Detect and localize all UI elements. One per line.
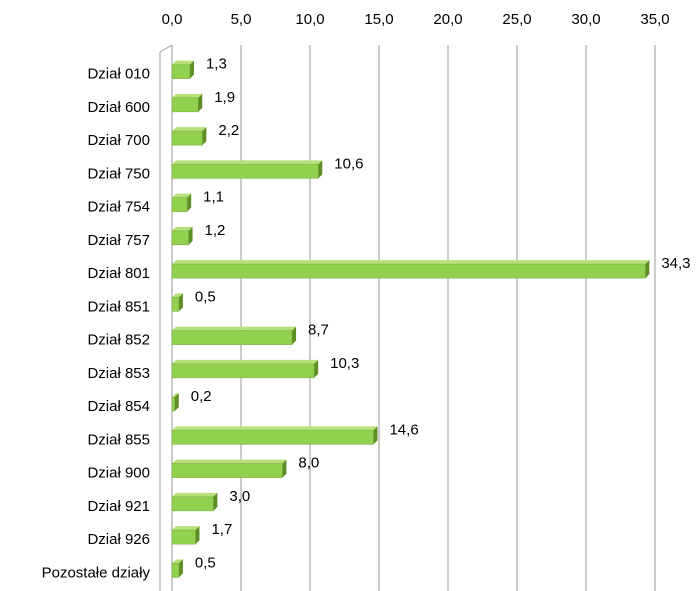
value-label: 8,7 [308,322,329,339]
x-tick-label: 35,0 [640,11,669,28]
value-label: 1,2 [205,222,226,239]
value-label: 0,2 [191,388,212,405]
y-tick-label: Dział 801 [87,265,150,282]
value-label: 2,2 [218,122,239,139]
bar-top [172,127,207,132]
bar-side [187,193,192,212]
bar-top [172,93,203,98]
bar-side [282,459,287,478]
x-tick-label: 25,0 [502,11,531,28]
value-label: 8,0 [298,455,319,472]
bar-side [188,226,193,245]
bar-side [178,559,183,578]
y-tick-label: Dział 010 [87,66,150,83]
bar-side [292,326,297,345]
bar [171,230,189,246]
bar-top [172,193,192,198]
x-tick-label: 20,0 [433,11,462,28]
bar-side [174,393,179,412]
bar-top [172,359,319,364]
axis-wall [159,44,173,53]
x-tick-label: 5,0 [231,11,252,28]
bar-side [213,492,218,511]
bar-top [172,326,297,331]
bar-top [172,293,183,298]
bar [171,297,180,312]
y-tick-label: Dział 855 [87,431,150,448]
y-tick-label: Dział 926 [87,531,150,548]
bar-side [189,60,194,79]
value-label: 1,9 [214,89,235,106]
bar-side [178,293,183,312]
x-tick-label: 10,0 [295,11,324,28]
bar [171,64,191,79]
bar [171,563,180,578]
bar [171,97,199,113]
y-tick-label: Dział 854 [87,398,150,415]
bar-side [195,526,200,545]
y-tick-label: Dział 750 [87,165,150,182]
bar-side [198,93,203,112]
bar [171,130,203,146]
bar [171,463,283,478]
y-tick-label: Dział 851 [87,298,150,315]
bar-top [172,526,200,531]
bar [171,330,293,345]
x-tick-label: 15,0 [364,11,393,28]
value-label: 10,6 [334,155,363,172]
y-tick-label: Pozostałe działy [42,564,151,581]
bar [171,430,374,445]
bar-top [172,160,323,165]
bar-side [373,426,378,445]
bar [171,363,315,379]
y-tick-label: Dział 921 [87,498,150,515]
value-label: 14,6 [389,421,418,438]
value-label: 1,1 [203,189,224,206]
value-label: 1,7 [211,521,232,538]
bar [171,164,319,179]
bar [171,496,214,512]
bar-top [172,492,218,497]
y-tick-label: Dział 754 [87,199,150,216]
bar [171,197,188,212]
bar-top [172,459,287,464]
y-tick-label: Dział 600 [87,99,150,116]
value-label: 34,3 [661,255,690,272]
bar [171,529,196,545]
value-label: 0,5 [195,554,216,571]
y-tick-label: Dział 852 [87,332,150,349]
bar-top [172,60,194,65]
bar-side [318,160,323,179]
bar-side [645,260,650,279]
value-label: 10,3 [330,355,359,372]
bar [171,263,646,279]
bar-top [172,393,179,398]
y-tick-label: Dział 757 [87,232,150,249]
y-tick-label: Dział 900 [87,465,150,482]
bar-side [202,127,207,146]
bar-top [172,426,378,431]
x-tick-label: 0,0 [162,11,183,28]
bar-top [172,260,650,265]
bar [171,396,176,412]
value-label: 3,0 [229,488,250,505]
x-tick-label: 30,0 [571,11,600,28]
bar-side [314,359,319,378]
bar-top [172,226,193,231]
y-tick-label: Dział 700 [87,132,150,149]
y-tick-label: Dział 853 [87,365,150,382]
value-label: 0,5 [195,288,216,305]
value-label: 1,3 [206,56,227,73]
bar-top [172,559,183,564]
